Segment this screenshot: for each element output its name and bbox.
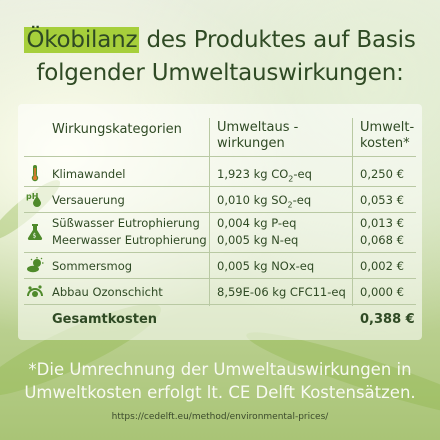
- row-divider: [24, 186, 416, 187]
- cost-value: 0,000 €: [360, 285, 404, 299]
- table-row: Klimawandel 1,923 kg CO2-eq 0,250 €: [18, 160, 422, 186]
- row-divider: [24, 304, 416, 305]
- impact-value: 0,010 kg SO2-eq: [217, 193, 312, 210]
- table-row: Sommersmog 0,005 kg NOx-eq 0,002 €: [18, 252, 422, 278]
- row-divider: [24, 156, 416, 157]
- table-row: Abbau Ozonschicht 8,59E-06 kg CFC11-eq 0…: [18, 278, 422, 304]
- title-highlight: Ökobilanz: [24, 27, 140, 53]
- footnote: *Die Umrechnung der Umweltauswirkungen i…: [0, 358, 440, 404]
- category-label: Süßwasser Eutrophierung: [52, 216, 200, 230]
- impact-value: 0,004 kg P-eq: [217, 216, 297, 230]
- category-label: Abbau Ozonschicht: [52, 285, 163, 299]
- impact-value: 0,005 kg N-eq: [217, 233, 299, 247]
- row-divider: [24, 252, 416, 253]
- total-value: 0,388 €: [360, 312, 415, 327]
- header-category: Wirkungskategorien: [52, 122, 182, 137]
- header-cost-line2: kosten*: [360, 136, 410, 151]
- row-divider: [24, 212, 416, 213]
- impact-value: 0,005 kg NOx-eq: [217, 259, 315, 273]
- page-title: Ökobilanz des Produktes auf Basis folgen…: [0, 24, 440, 90]
- cost-value: 0,002 €: [360, 259, 404, 273]
- title-line1-rest: des Produktes auf Basis: [139, 27, 416, 53]
- category-label: Versauerung: [52, 193, 125, 207]
- smog-sun-icon: [27, 257, 44, 273]
- impact-value: 1,923 kg CO2-eq: [217, 167, 312, 184]
- cost-value: 0,068 €: [360, 233, 404, 247]
- impact-table: Wirkungskategorien Umweltaus - wirkungen…: [18, 104, 422, 340]
- flask-icon: $: [27, 224, 43, 240]
- header-cost: Umwelt- kosten*: [360, 120, 414, 152]
- table-row: pH Versauerung 0,010 kg SO2-eq 0,053 €: [18, 186, 422, 212]
- category-label: Klimawandel: [52, 167, 126, 181]
- header-impact-line2: wirkungen: [217, 136, 285, 151]
- category-label: Meerwasser Eutrophierung: [52, 233, 207, 247]
- total-label: Gesamtkosten: [52, 312, 158, 327]
- header-impact: Umweltaus - wirkungen: [217, 120, 298, 152]
- cost-value: 0,013 €: [360, 216, 404, 230]
- row-divider: [24, 278, 416, 279]
- table-row: $ Süßwasser Eutrophierung Meerwasser Eut…: [18, 212, 422, 252]
- header-cost-line1: Umwelt-: [360, 120, 415, 135]
- header-impact-line1: Umweltaus -: [217, 120, 299, 135]
- source-link[interactable]: https://cedelft.eu/method/environmental-…: [111, 412, 329, 422]
- svg-text:$: $: [33, 233, 37, 240]
- category-label: Sommersmog: [52, 259, 133, 273]
- thermometer-icon: [31, 165, 39, 182]
- ph-acid-icon: pH: [26, 192, 41, 207]
- footnote-line1: *Die Umrechnung der Umweltauswirkungen i…: [28, 360, 412, 379]
- ozone-layer-icon: [27, 285, 43, 297]
- svg-text:pH: pH: [26, 192, 38, 201]
- title-line2: folgender Umweltauswirkungen:: [36, 60, 404, 86]
- cost-value: 0,250 €: [360, 167, 404, 181]
- impact-value: 8,59E-06 kg CFC11-eq: [217, 285, 346, 299]
- footnote-line2: Umweltkosten erfolgt lt. CE Delft Kosten…: [24, 383, 416, 402]
- cost-value: 0,053 €: [360, 193, 404, 207]
